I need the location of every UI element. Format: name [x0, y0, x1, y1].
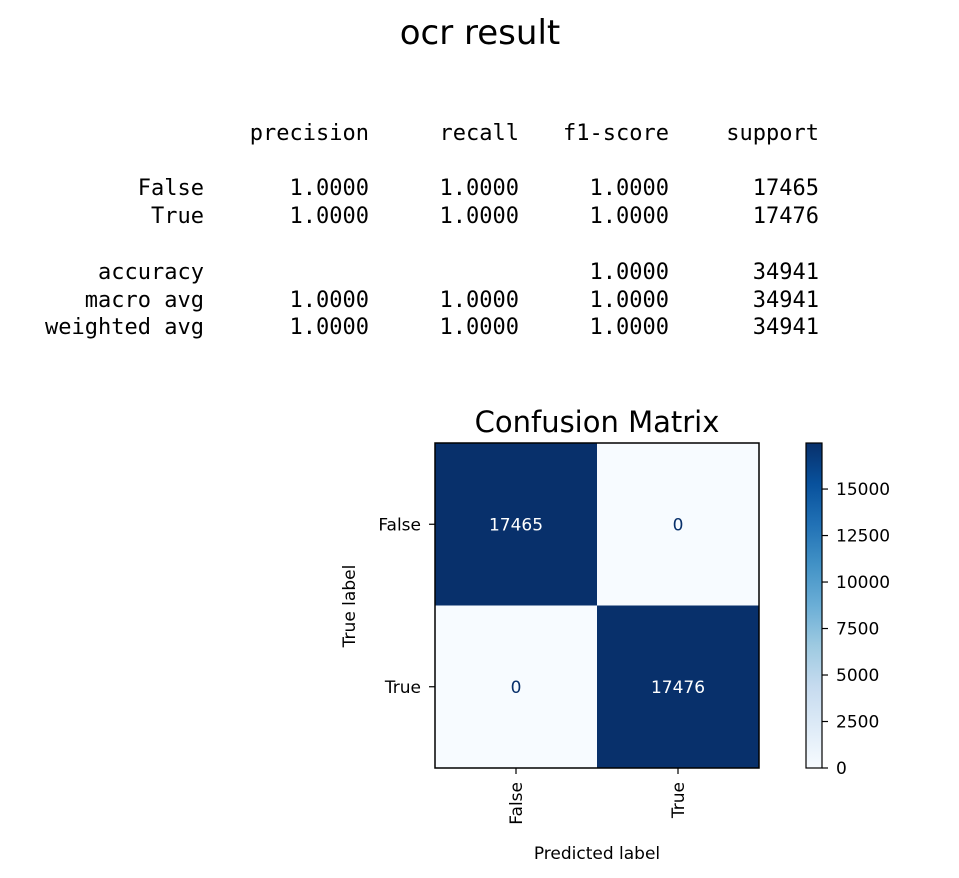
report-row-label: True: [151, 204, 204, 229]
report-cell-f1: 1.0000: [590, 204, 669, 229]
y-tick-label: False: [378, 515, 421, 535]
y-axis-label: True label: [340, 565, 360, 649]
report-column-header: precision: [250, 121, 369, 146]
plot-frame: [434, 442, 760, 769]
report-cell-support: 34941: [753, 260, 819, 285]
cell-value-label: 17476: [651, 678, 705, 698]
y-tick-label: True: [384, 678, 421, 698]
report-column-header: f1-score: [563, 121, 669, 146]
report-cell-recall: 1.0000: [440, 288, 519, 313]
report-cell-support: 34941: [753, 288, 819, 313]
chart-title: Confusion Matrix: [475, 405, 720, 439]
colorbar-gradient: [806, 443, 822, 768]
suptitle: ocr result: [400, 13, 560, 53]
report-row-label: weighted avg: [45, 315, 204, 340]
colorbar-tick-label: 7500: [836, 620, 879, 640]
confusion-matrix-plot: 17465 0 0 17476 False True False True: [378, 442, 760, 825]
colorbar-tick-label: 12500: [836, 527, 890, 547]
heatmap-cell: [435, 605, 597, 768]
report-row-label: False: [138, 176, 204, 201]
colorbar-tick-label: 0: [836, 759, 847, 779]
cell-value-label: 17465: [489, 515, 543, 535]
report-row-label: macro avg: [85, 288, 204, 313]
report-cell-support: 17465: [753, 176, 819, 201]
report-cell-precision: 1.0000: [290, 204, 369, 229]
report-cell-recall: 1.0000: [440, 204, 519, 229]
report-column-header: support: [726, 121, 819, 146]
report-column-header: recall: [440, 121, 519, 146]
colorbar-tick-label: 15000: [836, 480, 890, 500]
cell-value-label: 0: [673, 515, 684, 535]
colorbar-tick-label: 10000: [836, 573, 890, 593]
x-tick-label: True: [669, 782, 689, 819]
report-cell-support: 17476: [753, 204, 819, 229]
colorbar: 0 2500 5000 7500 10000 12500 15000: [805, 442, 890, 779]
x-axis-label: Predicted label: [534, 844, 660, 864]
report-cell-precision: 1.0000: [290, 315, 369, 340]
heatmap-cell: [597, 443, 759, 606]
report-cell-precision: 1.0000: [290, 288, 369, 313]
colorbar-frame: [805, 442, 823, 769]
report-cell-precision: 1.0000: [290, 176, 369, 201]
report-cell-f1: 1.0000: [590, 176, 669, 201]
report-cell-f1: 1.0000: [590, 288, 669, 313]
report-cell-support: 34941: [753, 315, 819, 340]
report-cell-f1: 1.0000: [590, 260, 669, 285]
x-tick-label: False: [507, 782, 527, 825]
heatmap-cell: [597, 605, 759, 768]
classification-report: precision recall f1-score support False 1.000…: [45, 121, 819, 340]
colorbar-tick-label: 2500: [836, 713, 879, 733]
colorbar-tick-label: 5000: [836, 666, 879, 686]
heatmap-cell: [435, 443, 597, 606]
report-cell-recall: 1.0000: [440, 176, 519, 201]
report-row-label: accuracy: [98, 260, 204, 285]
report-cell-recall: 1.0000: [440, 315, 519, 340]
report-cell-f1: 1.0000: [590, 315, 669, 340]
cell-value-label: 0: [511, 678, 522, 698]
